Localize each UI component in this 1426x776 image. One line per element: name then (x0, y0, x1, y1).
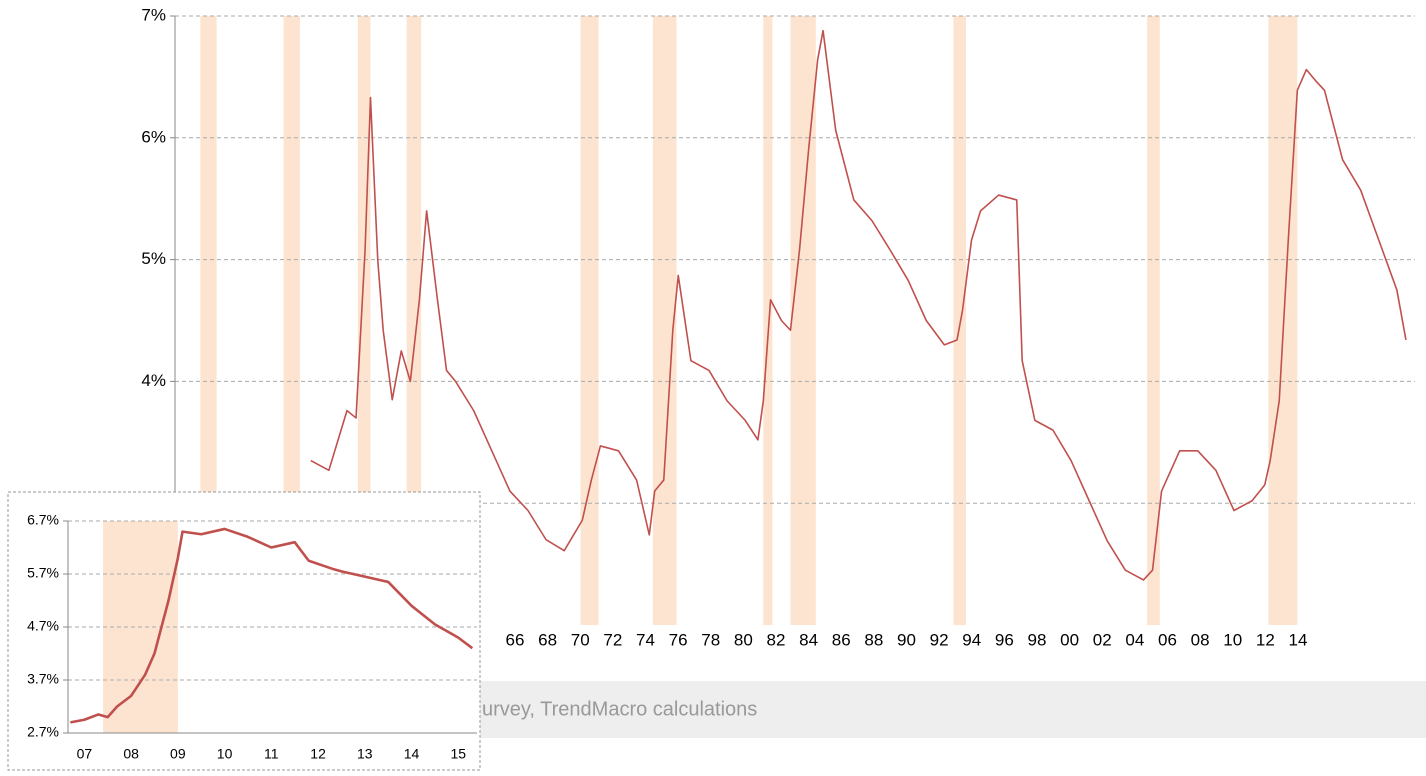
x-tick-label: 13 (357, 746, 373, 762)
x-tick-label: 68 (538, 630, 557, 649)
x-tick-label: 15 (451, 746, 467, 762)
x-tick-label: 11 (264, 746, 279, 762)
x-tick-label: 90 (897, 630, 916, 649)
x-tick-label: 74 (636, 630, 655, 649)
y-tick-label: 7% (141, 5, 166, 24)
x-tick-label: 06 (1158, 630, 1177, 649)
x-tick-label: 04 (1125, 630, 1144, 649)
x-tick-label: 72 (603, 630, 622, 649)
source-band (440, 681, 1426, 738)
x-tick-label: 78 (701, 630, 720, 649)
x-tick-label: 00 (1060, 630, 1079, 649)
x-tick-label: 14 (404, 746, 420, 762)
recession-band (652, 16, 677, 625)
recession-band (200, 16, 217, 625)
y-tick-label: 5.7% (27, 565, 59, 581)
x-tick-label: 12 (310, 746, 326, 762)
data-line (70, 527, 474, 724)
x-tick-label: 09 (170, 746, 186, 762)
y-tick-label: 6.7% (27, 512, 59, 528)
recession-band (580, 16, 599, 625)
y-tick-label: 3.7% (27, 671, 59, 687)
x-tick-label: 10 (217, 746, 233, 762)
recession-band (953, 16, 967, 625)
x-tick-label: 08 (123, 746, 139, 762)
x-tick-label: 94 (962, 630, 981, 649)
recession-band (1147, 16, 1160, 625)
x-tick-label: 96 (995, 630, 1014, 649)
y-tick-label: 5% (141, 249, 166, 268)
y-tick-label: 4.7% (27, 618, 59, 634)
x-tick-label: 76 (669, 630, 688, 649)
x-tick-label: 80 (734, 630, 753, 649)
inset-box (7, 491, 481, 771)
recession-band (790, 16, 816, 625)
x-tick-label: 98 (1028, 630, 1047, 649)
x-tick-label: 10 (1223, 630, 1242, 649)
x-tick-label: 66 (506, 630, 525, 649)
x-tick-label: 84 (799, 630, 818, 649)
y-tick-label: 6% (141, 127, 166, 146)
data-line (310, 29, 1407, 581)
recession-band (406, 16, 422, 625)
x-tick-label: 88 (864, 630, 883, 649)
x-tick-label: 14 (1289, 630, 1308, 649)
x-tick-label: 70 (571, 630, 590, 649)
y-tick-label: 4% (141, 371, 166, 390)
x-tick-label: 86 (832, 630, 851, 649)
x-tick-label: 07 (77, 746, 93, 762)
recession-band (763, 16, 773, 625)
recession-band (283, 16, 300, 625)
x-tick-label: 02 (1093, 630, 1112, 649)
recession-band (1268, 16, 1298, 625)
x-tick-label: 92 (930, 630, 949, 649)
y-tick-label: 2.7% (27, 724, 59, 740)
x-tick-label: 12 (1256, 630, 1275, 649)
x-tick-label: 82 (767, 630, 786, 649)
x-tick-label: 08 (1191, 630, 1210, 649)
source-note: urvey, TrendMacro calculations (482, 698, 757, 720)
